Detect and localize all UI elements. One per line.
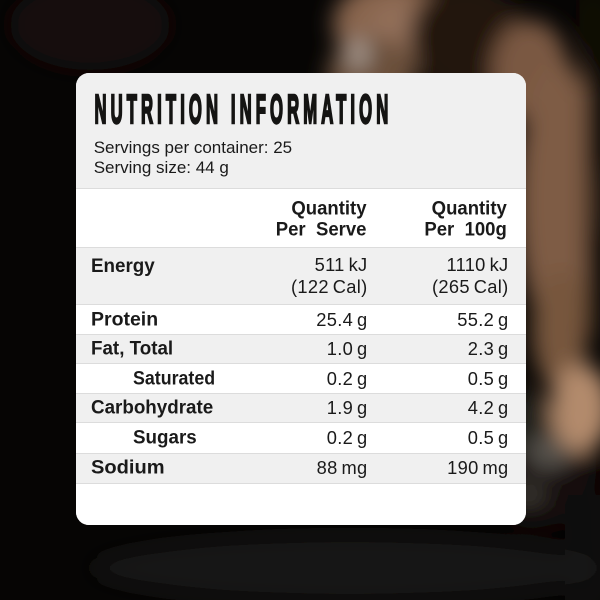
svg-text:NUTRITION INFORMATION: NUTRITION INFORMATION bbox=[94, 86, 392, 132]
